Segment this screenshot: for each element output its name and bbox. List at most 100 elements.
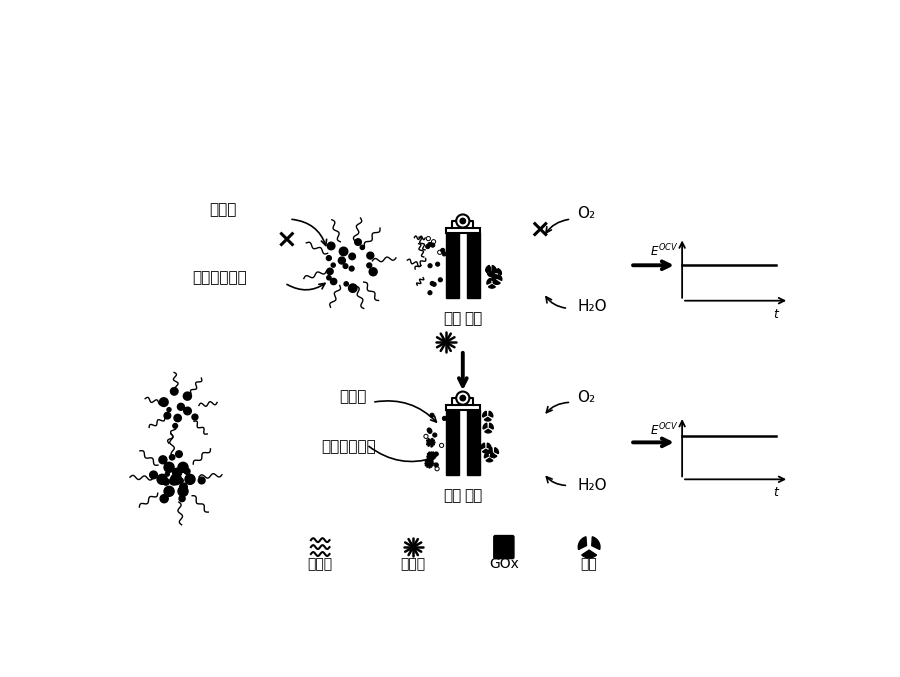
Circle shape (456, 391, 470, 405)
Circle shape (177, 403, 184, 410)
Circle shape (327, 256, 331, 261)
Circle shape (344, 282, 348, 286)
Circle shape (164, 462, 174, 473)
Circle shape (164, 412, 171, 419)
Circle shape (166, 472, 169, 476)
Circle shape (163, 479, 169, 485)
Circle shape (184, 468, 190, 475)
Polygon shape (484, 452, 488, 458)
Polygon shape (498, 275, 502, 280)
Circle shape (178, 486, 188, 496)
Circle shape (460, 395, 465, 401)
Text: 阴极: 阴极 (464, 311, 482, 326)
Circle shape (438, 278, 443, 282)
Circle shape (170, 477, 177, 485)
Circle shape (159, 456, 166, 464)
Circle shape (431, 243, 435, 247)
Circle shape (442, 416, 446, 420)
Text: 葡萄糖: 葡萄糖 (339, 389, 366, 403)
Text: O₂: O₂ (578, 390, 596, 406)
Circle shape (355, 239, 362, 245)
Polygon shape (498, 269, 501, 275)
Text: GOx: GOx (489, 557, 518, 571)
Circle shape (441, 248, 445, 253)
Circle shape (198, 477, 205, 484)
Circle shape (349, 253, 356, 260)
Polygon shape (490, 454, 497, 458)
Circle shape (174, 414, 182, 422)
Text: 葡萄糖酸内酯: 葡萄糖酸内酯 (192, 270, 247, 285)
Text: $E^{OCV}$: $E^{OCV}$ (651, 242, 679, 259)
Circle shape (331, 263, 336, 267)
Circle shape (184, 407, 192, 415)
Circle shape (430, 413, 434, 417)
Circle shape (460, 218, 465, 223)
Polygon shape (490, 423, 493, 429)
Circle shape (428, 242, 432, 246)
Polygon shape (489, 411, 493, 417)
Circle shape (164, 486, 174, 496)
Circle shape (427, 236, 430, 241)
Circle shape (367, 252, 374, 259)
Polygon shape (581, 550, 597, 558)
Polygon shape (482, 411, 487, 417)
Circle shape (173, 468, 182, 477)
Text: 阳极: 阳极 (443, 311, 462, 326)
Circle shape (178, 478, 184, 483)
Circle shape (349, 266, 354, 271)
Bar (467, 232, 480, 298)
Polygon shape (482, 450, 490, 453)
Polygon shape (579, 537, 587, 550)
Circle shape (160, 495, 168, 503)
Circle shape (180, 483, 187, 491)
Circle shape (428, 429, 432, 433)
Circle shape (176, 451, 183, 458)
Polygon shape (488, 273, 495, 277)
Circle shape (170, 388, 178, 395)
Text: $t$: $t$ (772, 307, 780, 321)
Polygon shape (492, 265, 496, 271)
Polygon shape (487, 267, 491, 273)
Circle shape (428, 428, 431, 432)
Circle shape (432, 282, 436, 286)
Circle shape (433, 433, 436, 437)
Text: 适配体: 适配体 (308, 557, 333, 571)
Circle shape (424, 435, 428, 439)
Polygon shape (485, 429, 491, 433)
Text: O₂: O₂ (578, 206, 596, 221)
Circle shape (428, 263, 432, 268)
Circle shape (367, 263, 372, 268)
Polygon shape (487, 443, 491, 449)
Circle shape (327, 276, 331, 280)
Polygon shape (491, 275, 496, 280)
FancyBboxPatch shape (494, 536, 514, 559)
Circle shape (428, 290, 432, 294)
Circle shape (158, 475, 167, 484)
Circle shape (338, 257, 346, 264)
Circle shape (184, 392, 192, 400)
Text: $E^{OCV}$: $E^{OCV}$ (651, 421, 679, 438)
Circle shape (439, 443, 444, 447)
Bar (446, 227, 480, 232)
Circle shape (343, 264, 347, 269)
Polygon shape (483, 423, 487, 429)
Text: 葡萄糖: 葡萄糖 (209, 202, 236, 217)
Text: 阳极: 阳极 (443, 488, 462, 503)
Circle shape (178, 462, 188, 473)
Polygon shape (491, 452, 494, 458)
Polygon shape (489, 284, 495, 288)
Polygon shape (493, 278, 497, 284)
Polygon shape (486, 458, 493, 462)
Circle shape (173, 424, 177, 429)
Polygon shape (495, 447, 499, 454)
Circle shape (437, 250, 442, 255)
Circle shape (426, 244, 430, 248)
Polygon shape (487, 278, 491, 284)
Circle shape (339, 247, 347, 256)
Circle shape (348, 284, 357, 292)
Circle shape (442, 252, 446, 256)
Polygon shape (488, 271, 494, 276)
Polygon shape (493, 275, 500, 278)
Circle shape (456, 215, 470, 227)
Text: $t$: $t$ (772, 486, 780, 499)
